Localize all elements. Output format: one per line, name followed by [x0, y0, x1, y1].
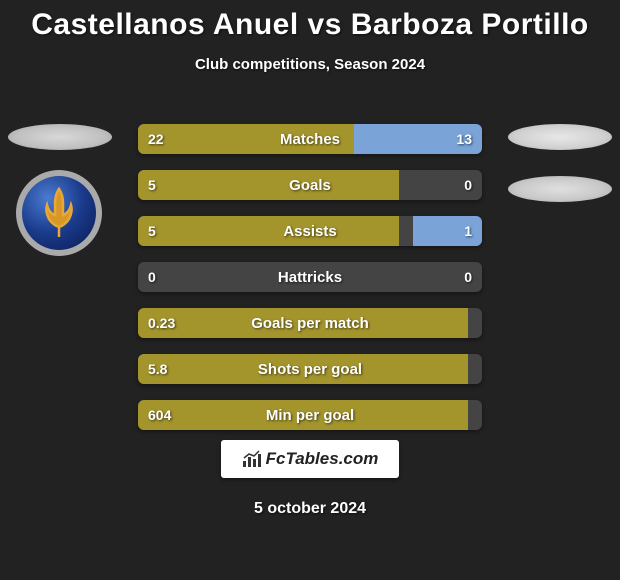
stat-value-right: 0	[464, 262, 472, 292]
stat-value-right: 13	[456, 124, 472, 154]
stat-row: Hattricks0 0	[138, 262, 482, 292]
stat-row: Matches22 13	[138, 124, 482, 154]
stat-label: Min per goal	[138, 400, 482, 430]
stat-label: Goals	[138, 170, 482, 200]
stat-row: Shots per goal5.8	[138, 354, 482, 384]
chart-icon	[242, 450, 262, 468]
stat-value-left: 5.8	[148, 354, 167, 384]
stat-label: Shots per goal	[138, 354, 482, 384]
stat-label: Matches	[138, 124, 482, 154]
player-right-pill-1	[508, 124, 612, 150]
stats-container: Matches2213Goals50Assists51Hattricks00Go…	[138, 124, 482, 446]
club-badge-bg	[22, 176, 96, 250]
subtitle: Club competitions, Season 2024	[0, 56, 620, 73]
stat-row: Min per goal604	[138, 400, 482, 430]
stat-value-right: 0	[464, 170, 472, 200]
stat-label: Goals per match	[138, 308, 482, 338]
stat-row: Goals per match0.23	[138, 308, 482, 338]
trident-icon	[35, 185, 83, 241]
stat-value-left: 0.23	[148, 308, 175, 338]
player-right-pill-2	[508, 176, 612, 202]
stat-row: Goals5 0	[138, 170, 482, 200]
stat-row: Assists5 1	[138, 216, 482, 246]
stat-label: Assists	[138, 216, 482, 246]
stat-value-left: 604	[148, 400, 171, 430]
stat-value-left: 22	[148, 124, 164, 154]
brand-badge[interactable]: FcTables.com	[221, 440, 399, 478]
brand-text: FcTables.com	[266, 449, 379, 469]
stat-value-right: 1	[464, 216, 472, 246]
page-title: Castellanos Anuel vs Barboza Portillo	[0, 0, 620, 42]
stat-value-left: 5	[148, 170, 156, 200]
stat-value-left: 0	[148, 262, 156, 292]
player-left-club-badge	[16, 170, 102, 256]
stat-label: Hattricks	[138, 262, 482, 292]
date-label: 5 october 2024	[0, 500, 620, 518]
stat-value-left: 5	[148, 216, 156, 246]
player-left-pill-1	[8, 124, 112, 150]
